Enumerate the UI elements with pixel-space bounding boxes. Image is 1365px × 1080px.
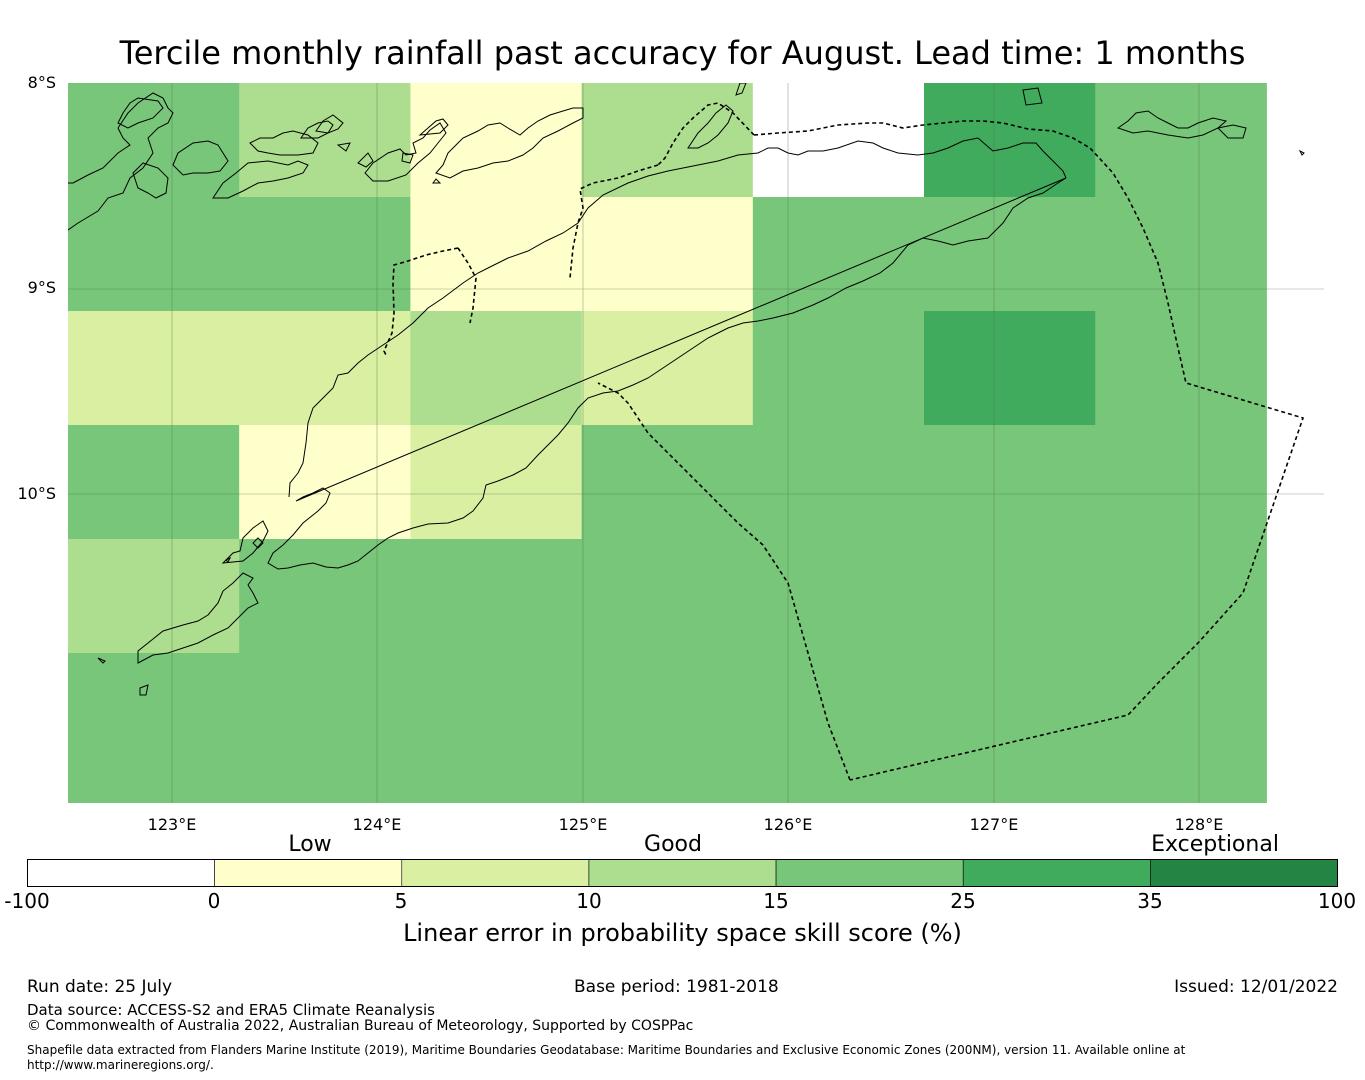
grid-cell: [924, 425, 1096, 540]
lon-label-127e: 127°E: [969, 815, 1019, 834]
shapefile-credit-line1: Shapefile data extracted from Flanders M…: [27, 1043, 1186, 1057]
grid-cell: [752, 539, 925, 654]
grid-cell: [924, 539, 1096, 654]
grid-cell: [924, 197, 1096, 312]
lon-label-125e: 125°E: [558, 815, 608, 834]
grid-cell: [68, 767, 240, 803]
grid-cell: [239, 653, 411, 768]
grid-cell: [581, 767, 754, 803]
category-label-good: Good: [644, 832, 702, 857]
colorbar-tick: -100: [4, 889, 50, 913]
grid-cell: [1095, 311, 1267, 426]
colorbar-tick: 5: [394, 889, 408, 913]
grid-cell: [924, 83, 1096, 198]
grid-cell: [410, 425, 583, 540]
shapefile-credit-line2: http://www.marineregions.org/.: [27, 1058, 214, 1072]
grid-cell: [68, 539, 240, 654]
colorbar-segment: [27, 859, 215, 887]
grid-cell: [924, 311, 1096, 426]
grid-cell: [1095, 653, 1267, 768]
grid-cell: [752, 83, 925, 198]
grid-cell: [410, 197, 583, 312]
issued-date: Issued: 12/01/2022: [1174, 977, 1338, 997]
grid-cell: [68, 653, 240, 768]
grid-cell: [924, 767, 1096, 803]
maritime-boundary: [383, 102, 1305, 781]
grid-cell: [410, 83, 583, 198]
grid-cell: [68, 83, 240, 198]
shapefile-credit: Shapefile data extracted from Flanders M…: [27, 1043, 1227, 1073]
grid-cell: [752, 425, 925, 540]
base-period: Base period: 1981-2018: [574, 977, 779, 997]
grid-cell: [1095, 197, 1267, 312]
map-title: Tercile monthly rainfall past accuracy f…: [119, 34, 1246, 72]
grid-cell: [239, 425, 411, 540]
grid-cell: [239, 767, 411, 803]
colorbar-tick: 15: [763, 889, 789, 913]
copyright: © Commonwealth of Australia 2022, Austra…: [27, 1018, 694, 1034]
grid-cell: [410, 539, 583, 654]
skill-score-map: [68, 83, 1324, 803]
lat-label-8s: 8°S: [27, 73, 56, 92]
colorbar-segment: [588, 859, 777, 887]
grid-cell: [924, 653, 1096, 768]
grid-cell: [1095, 83, 1267, 198]
grid-cell: [581, 539, 754, 654]
skill-grid-cells: [68, 83, 1267, 803]
lon-label-128e: 128°E: [1174, 815, 1224, 834]
grid-cell: [581, 653, 754, 768]
colorbar-tick: 25: [950, 889, 976, 913]
grid-cell: [68, 425, 240, 540]
colorbar-tick: 35: [1137, 889, 1163, 913]
grid-cell: [581, 197, 754, 312]
category-label-low: Low: [288, 832, 332, 857]
grid-cell: [410, 311, 583, 426]
colorbar-segment: [775, 859, 964, 887]
lon-label-123e: 123°E: [147, 815, 197, 834]
grid-cell: [1095, 425, 1267, 540]
grid-cell: [752, 767, 925, 803]
lat-label-9s: 9°S: [27, 278, 56, 297]
lon-label-124e: 124°E: [352, 815, 402, 834]
grid-cell: [581, 425, 754, 540]
grid-cell: [410, 767, 583, 803]
colorbar-title: Linear error in probability space skill …: [403, 919, 962, 947]
lon-label-126e: 126°E: [763, 815, 813, 834]
run-date: Run date: 25 July: [27, 977, 173, 997]
grid-cell: [752, 197, 925, 312]
colorbar-segment: [1150, 859, 1338, 887]
colorbar: [27, 859, 1338, 887]
colorbar-tick: 10: [576, 889, 602, 913]
grid-cell: [239, 83, 411, 198]
colorbar-tick: 0: [207, 889, 221, 913]
grid-cell: [68, 311, 240, 426]
colorbar-tick: 100: [1317, 889, 1357, 913]
coastline: [68, 83, 1305, 696]
grid-cell: [752, 653, 925, 768]
graticule: [68, 83, 1324, 803]
colorbar-segment: [401, 859, 590, 887]
grid-cell: [239, 197, 411, 312]
grid-cell: [752, 311, 925, 426]
grid-cell: [68, 197, 240, 312]
grid-cell: [581, 83, 754, 198]
grid-cell: [239, 311, 411, 426]
grid-cell: [1095, 539, 1267, 654]
colorbar-segment: [962, 859, 1151, 887]
grid-cell: [239, 539, 411, 654]
data-source: Data source: ACCESS-S2 and ERA5 Climate …: [27, 1001, 435, 1019]
category-label-exceptional: Exceptional: [1151, 832, 1279, 857]
grid-cell: [410, 653, 583, 768]
grid-cell: [1095, 767, 1267, 803]
colorbar-segment: [214, 859, 403, 887]
lat-label-10s: 10°S: [17, 484, 56, 503]
